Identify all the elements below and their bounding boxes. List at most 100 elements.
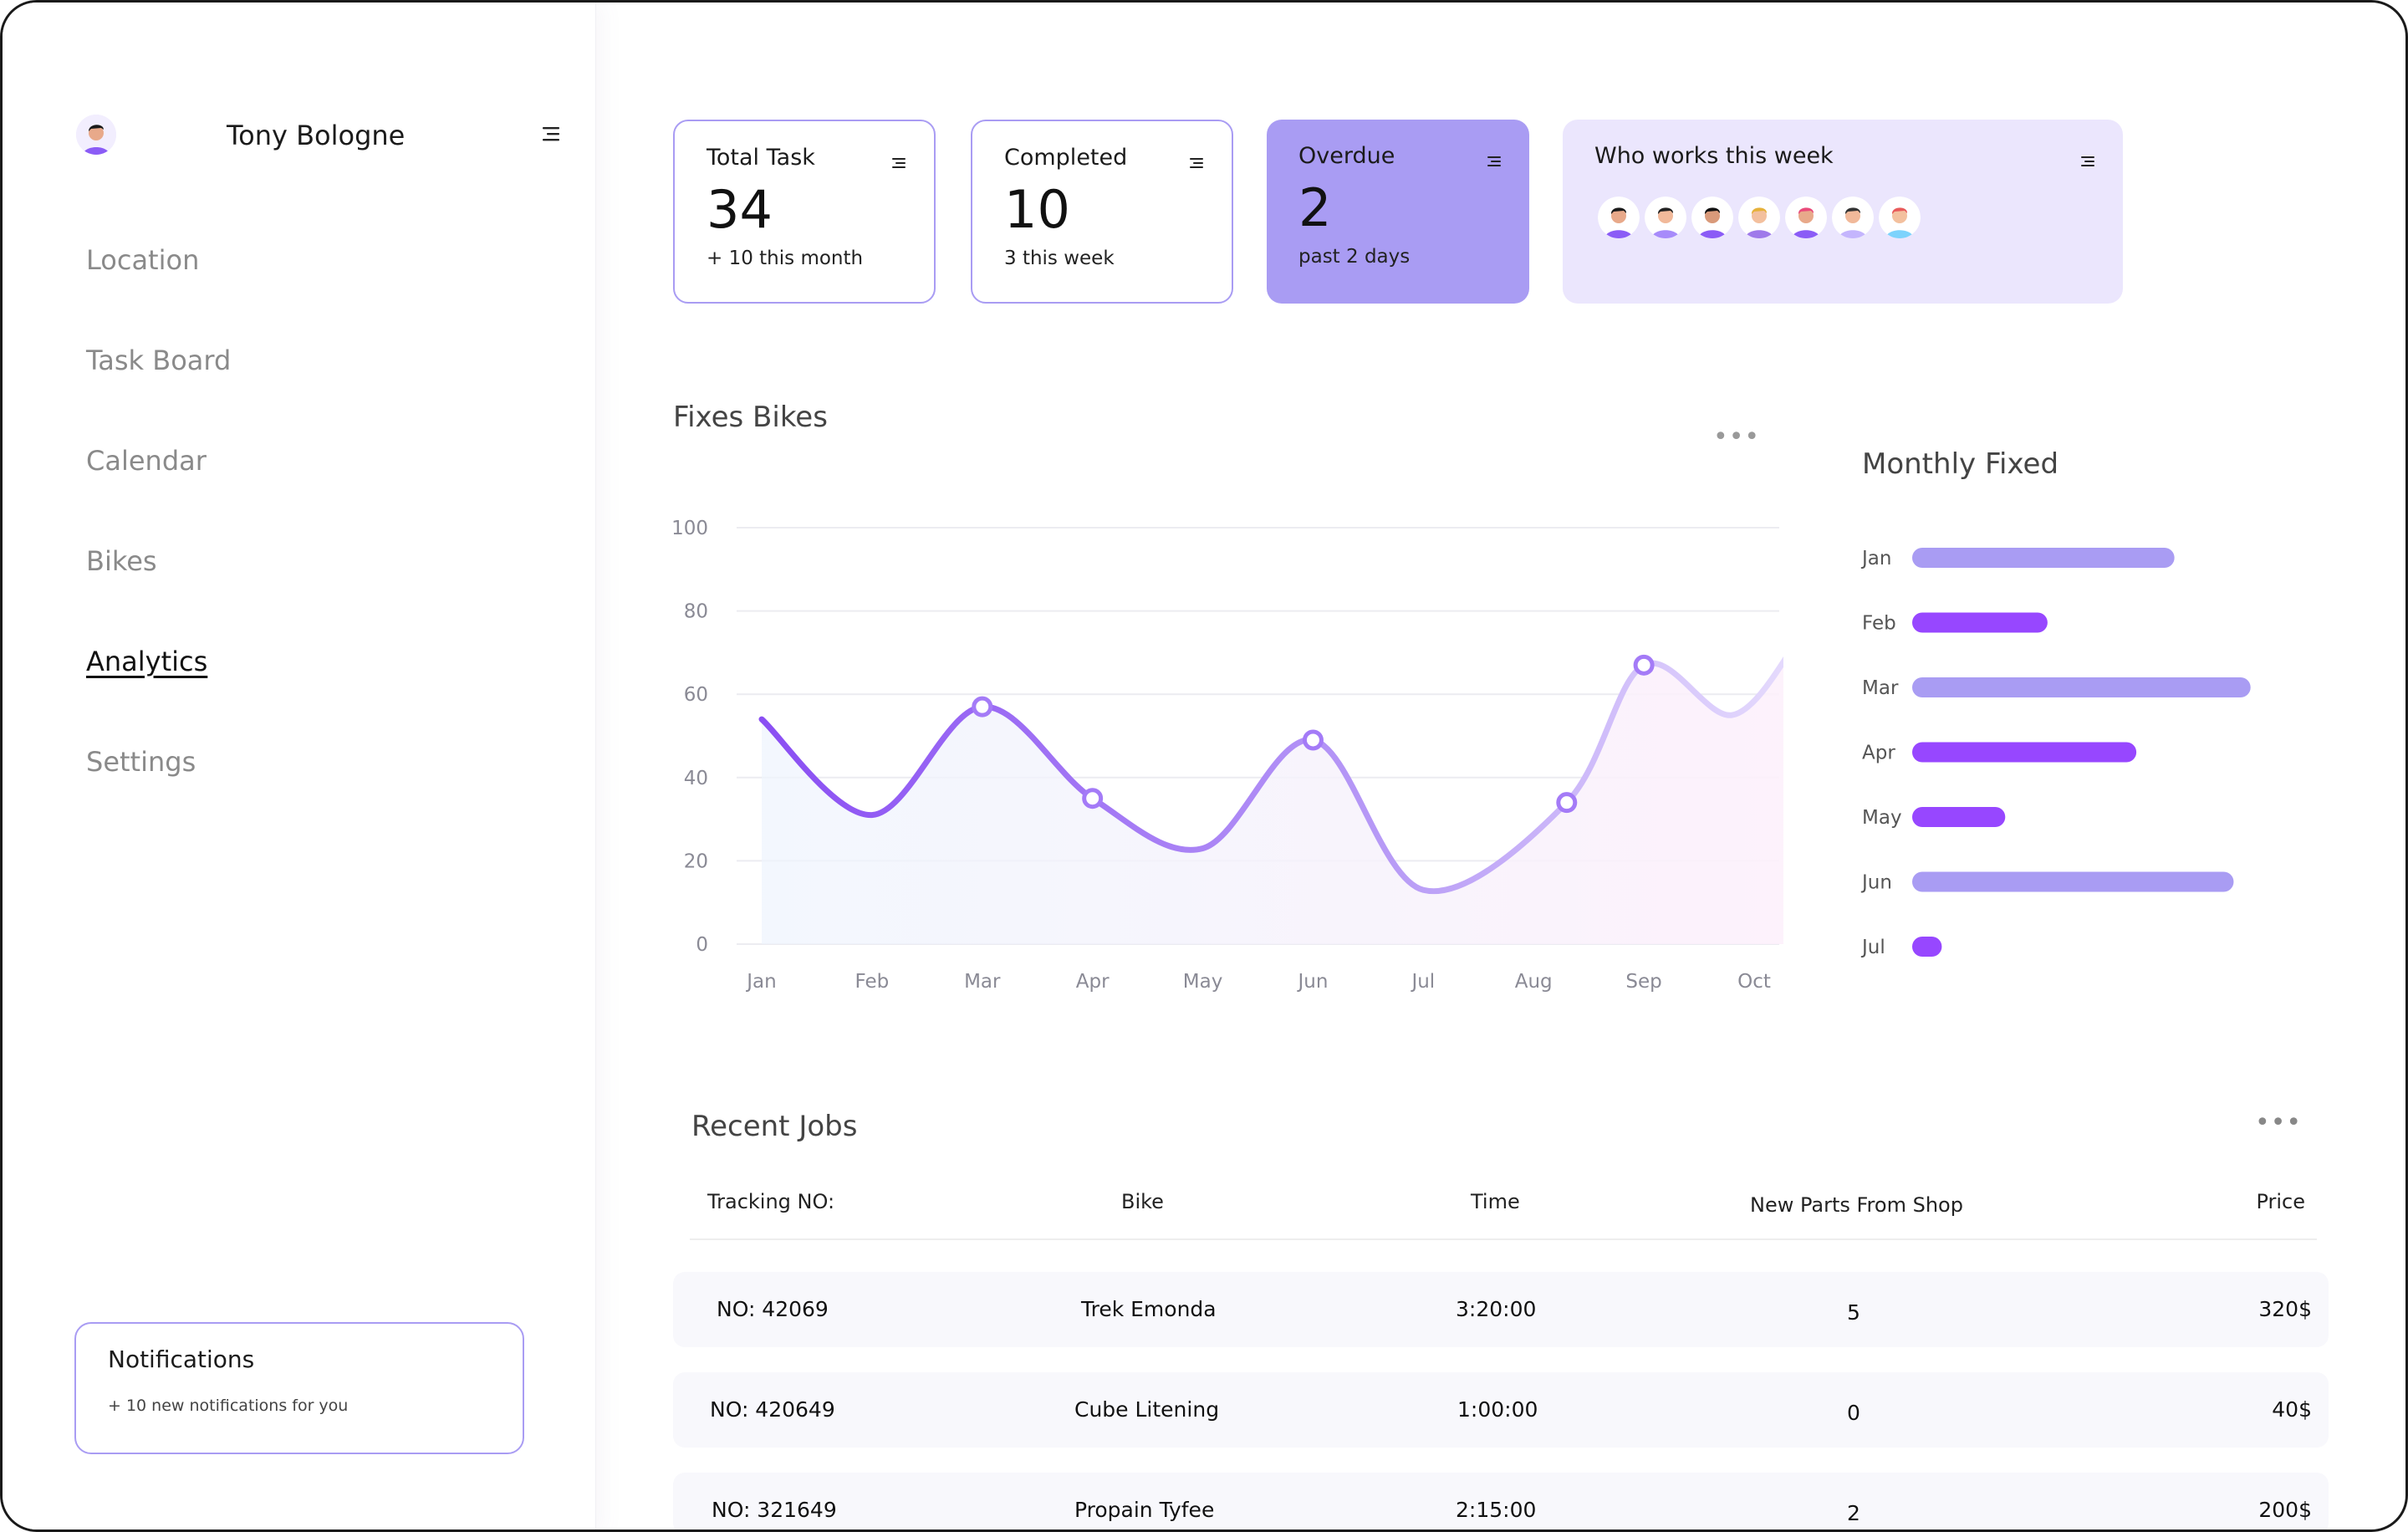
cell-tracking: NO: 321649: [712, 1498, 837, 1522]
bar[interactable]: [1912, 612, 2048, 633]
sidebar-item-analytics[interactable]: Analytics: [86, 646, 208, 677]
total-task-title: Total Task: [707, 145, 815, 171]
bar[interactable]: [1912, 677, 2251, 697]
bar-category-label: Apr: [1862, 743, 1895, 764]
total-task-value: 34: [707, 179, 773, 240]
sidebar: Tony Bologne Location Task Board Calenda…: [3, 3, 596, 1529]
overdue-card[interactable]: Overdue 2 past 2 days: [1267, 120, 1529, 304]
bar[interactable]: [1912, 807, 2006, 827]
column-header-bike[interactable]: Bike: [1121, 1190, 1164, 1213]
filter-icon[interactable]: [1486, 153, 1502, 170]
more-icon[interactable]: •••: [2255, 1108, 2303, 1137]
x-tick-label: Jun: [1296, 971, 1328, 993]
data-point[interactable]: [1302, 729, 1324, 751]
cell-bike: Cube Litening: [1074, 1397, 1220, 1422]
x-tick-label: May: [1183, 971, 1223, 993]
bar[interactable]: [1912, 937, 1942, 957]
y-axis-ticks: 0 20 40 60 80 100: [671, 518, 708, 956]
team-member-avatar[interactable]: [1879, 197, 1921, 238]
team-member-avatar[interactable]: [1738, 197, 1780, 238]
y-tick-label: 60: [684, 684, 708, 706]
notifications-subtitle: + 10 new notifications for you: [108, 1397, 349, 1415]
team-member-avatar[interactable]: [1691, 197, 1733, 238]
team-member-avatar[interactable]: [1832, 197, 1874, 238]
column-header-parts[interactable]: New Parts From Shop: [1750, 1193, 1963, 1217]
x-tick-label: Aug: [1515, 971, 1553, 993]
bar-category-label: Feb: [1862, 613, 1896, 635]
y-tick-label: 40: [684, 768, 708, 789]
completed-sub: 3 this week: [1004, 248, 1115, 269]
data-point[interactable]: [1082, 788, 1104, 809]
table-row[interactable]: NO: 42069 Trek Emonda 3:20:00 5 320$: [673, 1272, 2329, 1347]
data-point[interactable]: [1633, 654, 1655, 676]
cell-parts: 0: [1847, 1401, 1860, 1425]
avatar[interactable]: [76, 115, 116, 155]
completed-title: Completed: [1004, 145, 1128, 171]
filter-icon[interactable]: [1188, 155, 1205, 171]
series-markers: [972, 654, 1655, 814]
completed-card[interactable]: Completed 10 3 this week: [971, 120, 1233, 304]
bar[interactable]: [1912, 742, 2137, 763]
team-member-avatar[interactable]: [1598, 197, 1640, 238]
monthly-bar-chart: Jan Feb Mar Apr May Jun Jul: [1860, 548, 2251, 958]
sidebar-item-task-board[interactable]: Task Board: [86, 345, 232, 376]
team-member-avatar[interactable]: [1785, 197, 1827, 238]
team-member-avatar[interactable]: [1645, 197, 1686, 238]
cell-price: 200$: [2258, 1498, 2312, 1522]
y-tick-label: 0: [696, 934, 708, 956]
filter-icon[interactable]: [2079, 153, 2096, 170]
table-row[interactable]: NO: 420649 Cube Litening 1:00:00 0 40$: [673, 1372, 2329, 1448]
recent-jobs-title: Recent Jobs: [691, 1110, 858, 1143]
bar[interactable]: [1912, 548, 2175, 568]
team-avatars: [1598, 197, 1926, 238]
bar-category-label: Mar: [1862, 677, 1899, 699]
sidebar-item-calendar[interactable]: Calendar: [86, 445, 207, 477]
cell-time: 1:00:00: [1457, 1397, 1538, 1422]
y-tick-label: 100: [671, 518, 708, 539]
cell-time: 2:15:00: [1456, 1498, 1537, 1522]
person-icon: [1785, 197, 1827, 238]
x-tick-label: Jul: [1410, 971, 1435, 993]
completed-value: 10: [1004, 179, 1070, 240]
column-header-time[interactable]: Time: [1471, 1190, 1520, 1213]
sidebar-item-settings[interactable]: Settings: [86, 746, 196, 778]
column-header-tracking[interactable]: Tracking NO:: [707, 1190, 835, 1213]
user-avatar-icon: [76, 115, 116, 155]
overdue-value: 2: [1298, 177, 1332, 238]
bar[interactable]: [1912, 871, 2234, 892]
cell-bike: Trek Emonda: [1081, 1297, 1217, 1321]
total-task-card[interactable]: Total Task 34 + 10 this month: [673, 120, 936, 304]
filter-icon[interactable]: [890, 155, 907, 171]
table-row[interactable]: NO: 321649 Propain Tyfee 2:15:00 2 200$: [673, 1473, 2329, 1529]
total-task-sub: + 10 this month: [707, 248, 864, 269]
cell-parts: 2: [1847, 1501, 1860, 1525]
fixes-line-chart: 0 20 40 60 80 100 Jan Feb Mar Apr May Jun Jul Aug Sep…: [671, 518, 1783, 993]
profile-name: Tony Bologne: [227, 120, 406, 151]
column-header-price[interactable]: Price: [2256, 1190, 2305, 1213]
menu-icon[interactable]: [539, 123, 561, 145]
x-tick-label: Sep: [1625, 971, 1661, 993]
person-icon: [1879, 197, 1921, 238]
sidebar-nav: Location Task Board Calendar Bikes Analy…: [86, 240, 231, 842]
x-tick-label: Jan: [745, 971, 776, 993]
person-icon: [1832, 197, 1874, 238]
sidebar-item-bikes[interactable]: Bikes: [86, 545, 157, 577]
x-axis-ticks: Jan Feb Mar Apr May Jun Jul Aug Sep Oct: [745, 971, 1771, 993]
cell-tracking: NO: 42069: [717, 1297, 829, 1321]
person-icon: [1645, 197, 1686, 238]
team-card[interactable]: Who works this week: [1563, 120, 2123, 304]
overdue-title: Overdue: [1298, 143, 1395, 169]
data-point[interactable]: [972, 696, 993, 717]
sidebar-item-location[interactable]: Location: [86, 244, 200, 276]
cell-price: 40$: [2272, 1397, 2312, 1422]
x-tick-label: Mar: [964, 971, 1001, 993]
cell-tracking: NO: 420649: [710, 1397, 835, 1422]
notifications-card[interactable]: Notifications + 10 new notifications for…: [74, 1322, 524, 1454]
monthly-chart-title: Monthly Fixed: [1862, 447, 2059, 481]
profile: Tony Bologne: [76, 115, 561, 160]
cell-price: 320$: [2258, 1297, 2312, 1321]
more-icon[interactable]: •••: [1713, 422, 1761, 452]
bar-category-label: May: [1862, 807, 1902, 829]
data-point[interactable]: [1556, 792, 1578, 814]
notifications-title: Notifications: [108, 1346, 255, 1373]
